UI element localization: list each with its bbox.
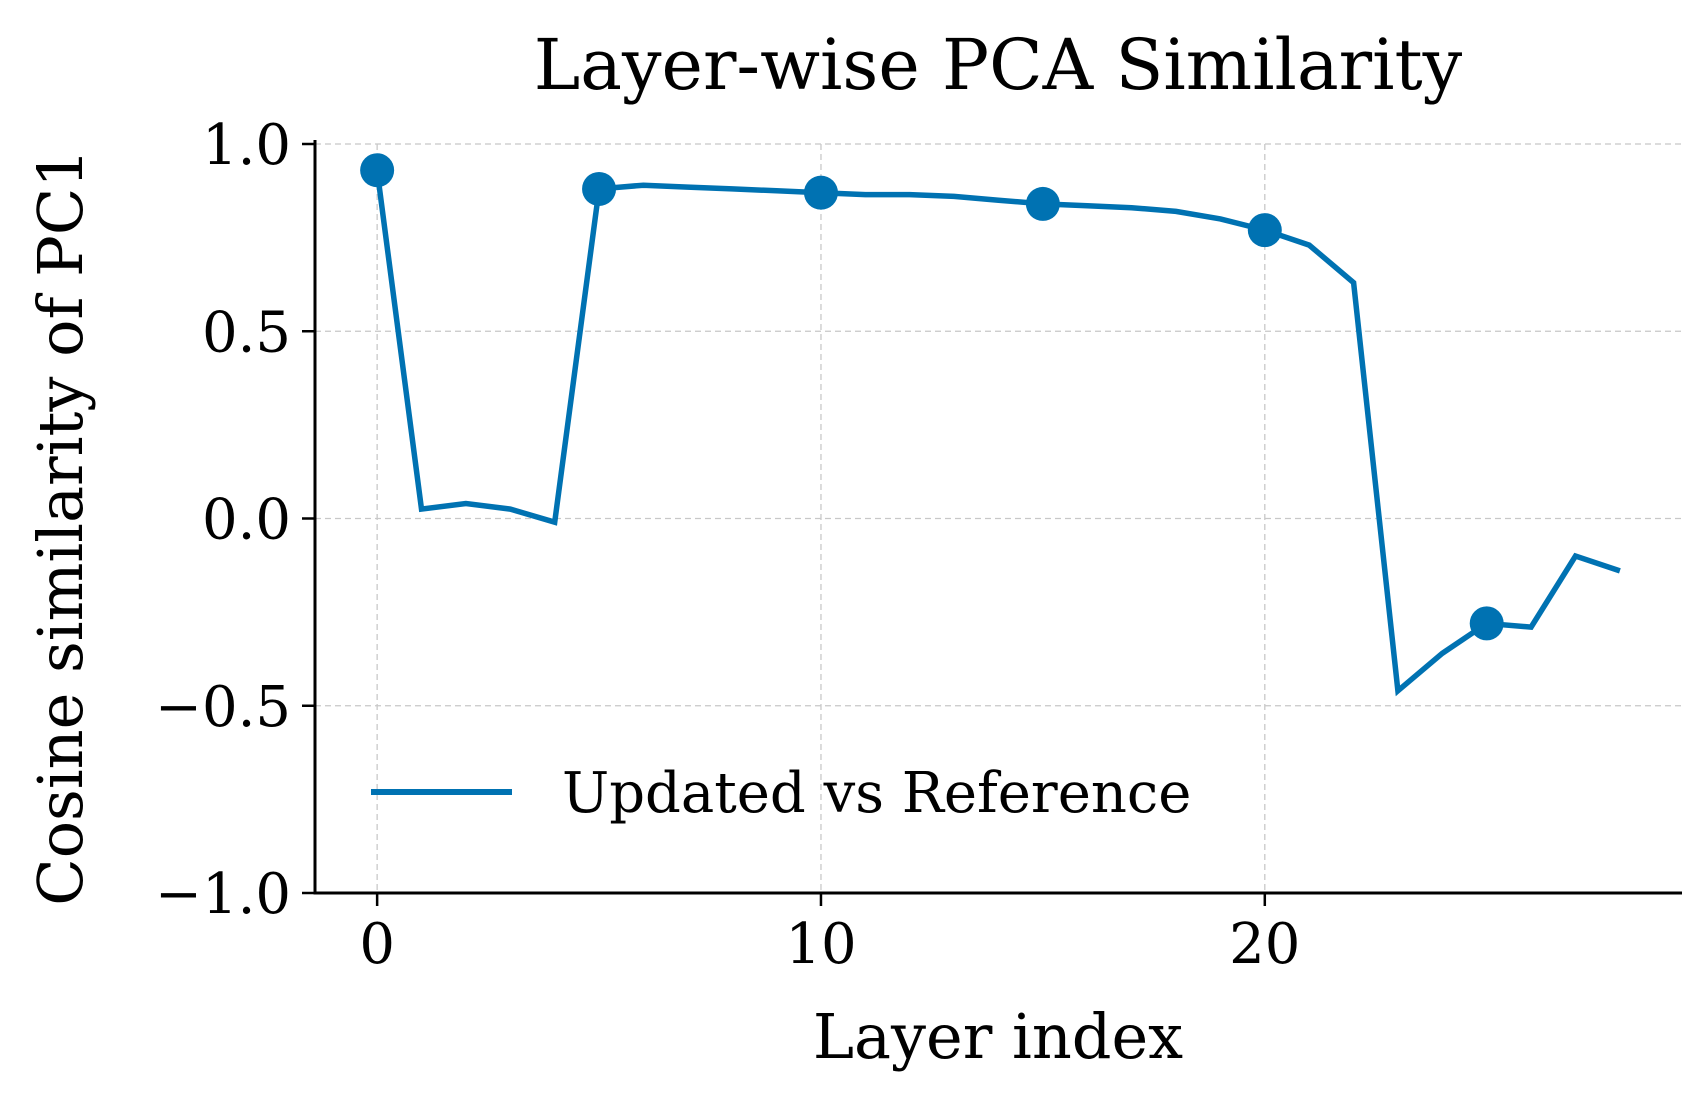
y-axis-label: Cosine similarity of PC1 [24, 148, 97, 906]
x-tick-label: 0 [359, 912, 395, 977]
x-tick-label: 20 [1229, 912, 1300, 977]
data-point-marker [1247, 213, 1282, 248]
data-point-marker [1025, 186, 1060, 221]
y-tick-label: −0.5 [155, 675, 291, 740]
y-axis-ticks: 1.0 0.5 0.0 −0.5 −1.0 [155, 113, 315, 927]
x-tick-label: 10 [785, 912, 856, 977]
plot-area [360, 153, 1621, 697]
data-point-marker [1469, 606, 1504, 641]
y-tick-label: 0.5 [202, 300, 291, 365]
data-point-marker [582, 171, 617, 206]
x-axis-label: Layer index [813, 1000, 1183, 1073]
y-tick-label: 1.0 [202, 113, 291, 178]
y-tick-label: 0.0 [202, 488, 291, 553]
data-point-marker [360, 153, 395, 188]
y-tick-label: −1.0 [155, 862, 291, 927]
series-line [374, 169, 1621, 697]
x-axis-ticks: 0 10 20 [359, 893, 1300, 977]
legend: Updated vs Reference [371, 761, 1191, 826]
chart-title: Layer-wise PCA Similarity [534, 24, 1463, 106]
data-point-marker [803, 175, 838, 210]
legend-label: Updated vs Reference [562, 761, 1191, 826]
